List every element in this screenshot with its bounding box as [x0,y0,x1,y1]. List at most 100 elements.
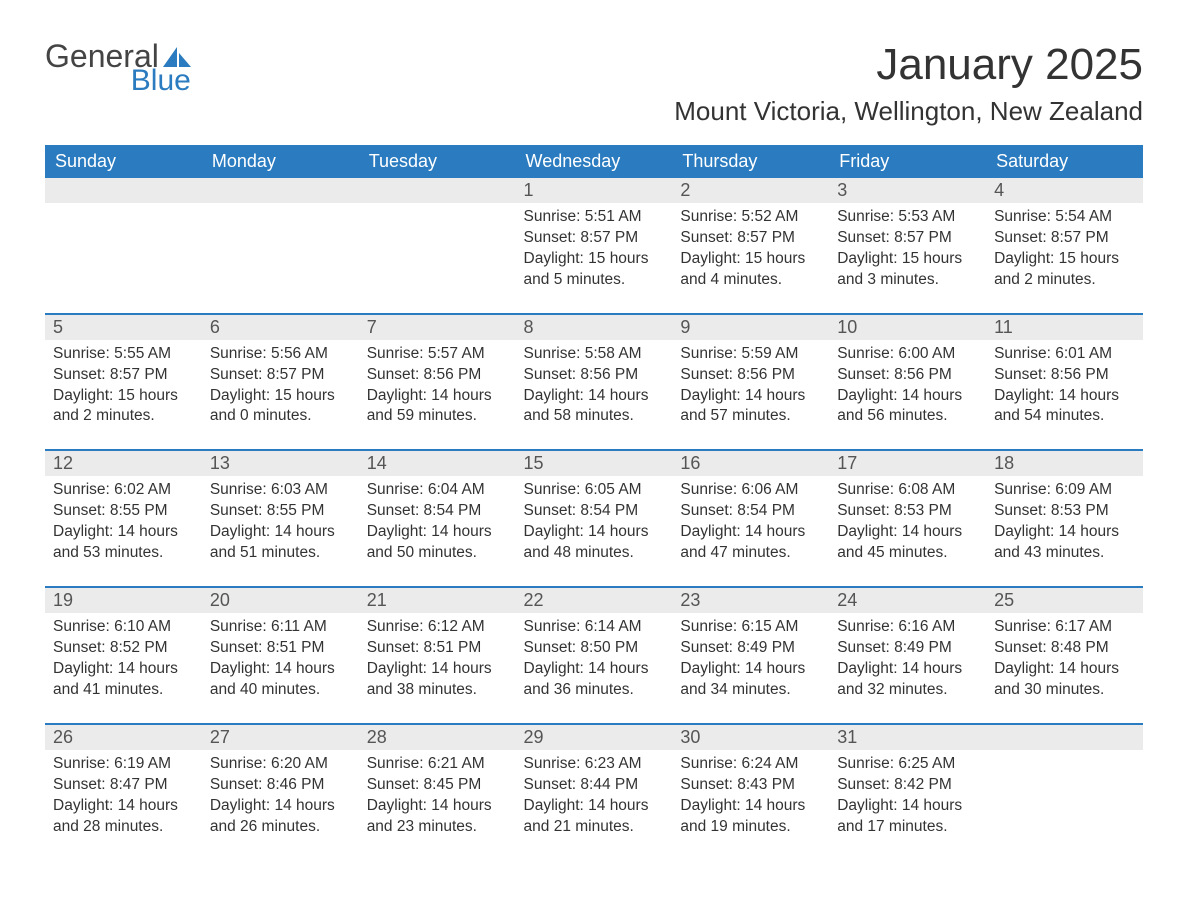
daylight-text: and 32 minutes. [837,680,978,701]
day-number-cell: 19 [45,588,202,613]
daylight-text: Daylight: 15 hours [210,386,351,407]
sunset-text: Sunset: 8:46 PM [210,775,351,796]
day-number-cell: 12 [45,451,202,476]
sunset-text: Sunset: 8:53 PM [837,501,978,522]
day-body-cell: Sunrise: 6:06 AMSunset: 8:54 PMDaylight:… [672,476,829,587]
sunrise-text: Sunrise: 6:10 AM [53,617,194,638]
daylight-text: and 36 minutes. [524,680,665,701]
sunrise-text: Sunrise: 6:20 AM [210,754,351,775]
daylight-text: and 58 minutes. [524,406,665,427]
sunset-text: Sunset: 8:45 PM [367,775,508,796]
daybody-row: Sunrise: 5:55 AMSunset: 8:57 PMDaylight:… [45,340,1143,451]
daylight-text: and 2 minutes. [53,406,194,427]
daylight-text: and 4 minutes. [680,270,821,291]
day-number-cell: 7 [359,315,516,340]
day-number-cell: 28 [359,725,516,750]
daylight-text: Daylight: 14 hours [367,386,508,407]
day-body-cell: Sunrise: 5:55 AMSunset: 8:57 PMDaylight:… [45,340,202,451]
day-body-cell [202,203,359,314]
day-body-cell: Sunrise: 6:23 AMSunset: 8:44 PMDaylight:… [516,750,673,860]
sunrise-text: Sunrise: 6:02 AM [53,480,194,501]
day-body-cell: Sunrise: 5:57 AMSunset: 8:56 PMDaylight:… [359,340,516,451]
daylight-text: and 41 minutes. [53,680,194,701]
daylight-text: and 19 minutes. [680,817,821,838]
daylight-text: and 26 minutes. [210,817,351,838]
sunrise-text: Sunrise: 6:01 AM [994,344,1135,365]
weekday-header: Tuesday [359,145,516,178]
daylight-text: Daylight: 14 hours [210,522,351,543]
daylight-text: and 2 minutes. [994,270,1135,291]
sunrise-text: Sunrise: 5:59 AM [680,344,821,365]
day-number-cell: 3 [829,178,986,203]
calendar-table: SundayMondayTuesdayWednesdayThursdayFrid… [45,145,1143,859]
day-number-cell: 2 [672,178,829,203]
day-number-cell: 11 [986,315,1143,340]
sunset-text: Sunset: 8:47 PM [53,775,194,796]
day-number-cell: 10 [829,315,986,340]
sunset-text: Sunset: 8:42 PM [837,775,978,796]
daylight-text: Daylight: 15 hours [524,249,665,270]
day-body-cell: Sunrise: 6:14 AMSunset: 8:50 PMDaylight:… [516,613,673,724]
sunrise-text: Sunrise: 6:12 AM [367,617,508,638]
day-number-cell: 26 [45,725,202,750]
sunset-text: Sunset: 8:52 PM [53,638,194,659]
day-body-cell: Sunrise: 6:03 AMSunset: 8:55 PMDaylight:… [202,476,359,587]
day-number-cell: 20 [202,588,359,613]
daylight-text: Daylight: 14 hours [524,659,665,680]
daybody-row: Sunrise: 6:10 AMSunset: 8:52 PMDaylight:… [45,613,1143,724]
day-body-cell: Sunrise: 6:00 AMSunset: 8:56 PMDaylight:… [829,340,986,451]
day-body-cell: Sunrise: 6:19 AMSunset: 8:47 PMDaylight:… [45,750,202,860]
day-body-cell: Sunrise: 5:59 AMSunset: 8:56 PMDaylight:… [672,340,829,451]
sunrise-text: Sunrise: 5:55 AM [53,344,194,365]
sunrise-text: Sunrise: 6:16 AM [837,617,978,638]
sunset-text: Sunset: 8:48 PM [994,638,1135,659]
sunrise-text: Sunrise: 6:00 AM [837,344,978,365]
day-body-cell: Sunrise: 6:02 AMSunset: 8:55 PMDaylight:… [45,476,202,587]
sunset-text: Sunset: 8:43 PM [680,775,821,796]
sunset-text: Sunset: 8:56 PM [367,365,508,386]
daylight-text: Daylight: 14 hours [53,659,194,680]
daylight-text: and 57 minutes. [680,406,821,427]
day-number-cell [986,725,1143,750]
daylight-text: and 30 minutes. [994,680,1135,701]
weekday-header: Thursday [672,145,829,178]
day-body-cell: Sunrise: 6:05 AMSunset: 8:54 PMDaylight:… [516,476,673,587]
daylight-text: and 17 minutes. [837,817,978,838]
daylight-text: Daylight: 14 hours [680,796,821,817]
daylight-text: Daylight: 14 hours [367,796,508,817]
sunset-text: Sunset: 8:55 PM [53,501,194,522]
day-number-cell: 5 [45,315,202,340]
sunrise-text: Sunrise: 6:23 AM [524,754,665,775]
sunrise-text: Sunrise: 5:51 AM [524,207,665,228]
daylight-text: Daylight: 14 hours [524,386,665,407]
daylight-text: and 54 minutes. [994,406,1135,427]
sunrise-text: Sunrise: 6:11 AM [210,617,351,638]
day-number-cell: 29 [516,725,673,750]
sunset-text: Sunset: 8:49 PM [837,638,978,659]
day-number-cell: 24 [829,588,986,613]
sunset-text: Sunset: 8:57 PM [53,365,194,386]
sunset-text: Sunset: 8:54 PM [367,501,508,522]
logo-word-blue: Blue [45,66,191,96]
daylight-text: and 50 minutes. [367,543,508,564]
daylight-text: Daylight: 14 hours [53,522,194,543]
daylight-text: and 21 minutes. [524,817,665,838]
daylight-text: and 48 minutes. [524,543,665,564]
sunset-text: Sunset: 8:50 PM [524,638,665,659]
daylight-text: Daylight: 14 hours [680,386,821,407]
weekday-header: Monday [202,145,359,178]
sunrise-text: Sunrise: 6:24 AM [680,754,821,775]
day-body-cell: Sunrise: 6:01 AMSunset: 8:56 PMDaylight:… [986,340,1143,451]
day-number-cell: 14 [359,451,516,476]
day-number-cell: 6 [202,315,359,340]
day-body-cell: Sunrise: 6:12 AMSunset: 8:51 PMDaylight:… [359,613,516,724]
sunset-text: Sunset: 8:44 PM [524,775,665,796]
daylight-text: Daylight: 14 hours [524,796,665,817]
daylight-text: Daylight: 14 hours [210,659,351,680]
daylight-text: and 59 minutes. [367,406,508,427]
daynum-row: 19202122232425 [45,588,1143,613]
day-body-cell: Sunrise: 6:09 AMSunset: 8:53 PMDaylight:… [986,476,1143,587]
day-body-cell: Sunrise: 5:54 AMSunset: 8:57 PMDaylight:… [986,203,1143,314]
daylight-text: Daylight: 15 hours [53,386,194,407]
day-number-cell: 31 [829,725,986,750]
